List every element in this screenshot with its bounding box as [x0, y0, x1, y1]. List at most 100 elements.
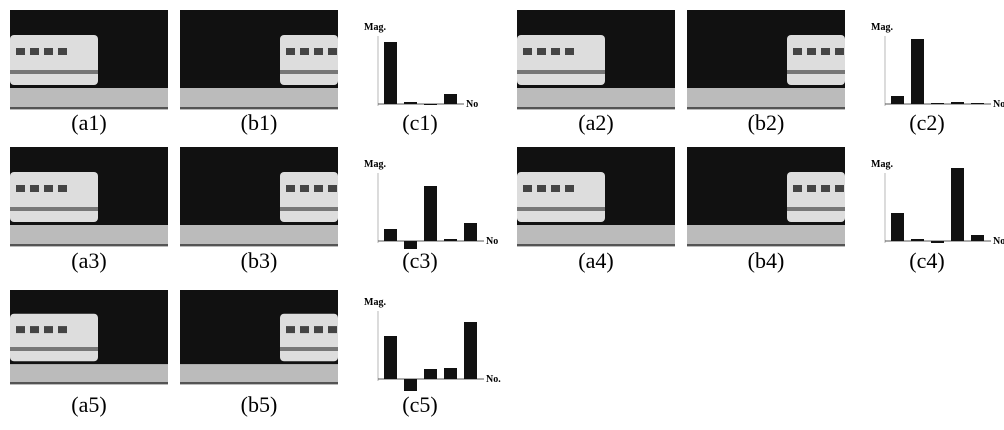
- train-window: [537, 185, 546, 192]
- train-body: [517, 172, 605, 222]
- train-window: [300, 48, 309, 55]
- bar: [404, 241, 417, 249]
- frame-image: [10, 147, 168, 247]
- train-window: [44, 185, 53, 192]
- caption: (c5): [402, 392, 437, 417]
- bar: [384, 42, 397, 104]
- ground: [687, 225, 845, 247]
- train-stripe: [280, 70, 338, 74]
- bar: [384, 336, 397, 379]
- frame-image: [517, 147, 675, 247]
- caption: (a3): [71, 248, 106, 273]
- frame-image: [10, 10, 168, 110]
- caption: (c4): [909, 248, 944, 273]
- bar: [464, 223, 477, 241]
- caption: (a1): [71, 110, 106, 135]
- train-stripe: [517, 207, 605, 211]
- caption: (b3): [241, 248, 278, 273]
- caption: (b1): [241, 110, 278, 135]
- train-body: [10, 35, 98, 85]
- bar: [891, 213, 904, 241]
- caption: (c2): [909, 110, 944, 135]
- train-window: [44, 326, 53, 333]
- train-window: [537, 48, 546, 55]
- train-window: [286, 48, 295, 55]
- train-window: [286, 185, 295, 192]
- caption: (a5): [71, 392, 106, 417]
- train-window: [16, 185, 25, 192]
- train-window: [551, 48, 560, 55]
- train-window: [300, 185, 309, 192]
- bar: [424, 369, 437, 379]
- caption: (b4): [748, 248, 785, 273]
- train-window: [286, 326, 295, 333]
- train-window: [328, 185, 337, 192]
- caption: (b2): [748, 110, 785, 135]
- train-window: [328, 48, 337, 55]
- frame-image: [687, 10, 845, 110]
- train-window: [835, 185, 844, 192]
- train-body: [787, 35, 845, 85]
- bar: [404, 379, 417, 391]
- train-window: [30, 185, 39, 192]
- figure: (a1) (b1) (c1) Mag. No (a2) (b2) (c2) Mag. No (a3)…: [0, 0, 1004, 430]
- bar: [911, 39, 924, 104]
- train-window: [565, 48, 574, 55]
- bar: [444, 239, 457, 241]
- caption: (c1): [402, 110, 437, 135]
- train-window: [314, 326, 323, 333]
- train-stripe: [10, 207, 98, 211]
- ground: [517, 225, 675, 247]
- train-stripe: [787, 207, 845, 211]
- y-axis-label: Mag.: [364, 159, 386, 170]
- x-axis-label: No.: [993, 236, 1004, 247]
- x-axis-label: No: [486, 236, 498, 247]
- bar: [464, 322, 477, 379]
- bar: [384, 229, 397, 241]
- train-stripe: [10, 70, 98, 74]
- train-window: [16, 48, 25, 55]
- train-window: [314, 48, 323, 55]
- train-window: [835, 48, 844, 55]
- bar: [951, 102, 964, 104]
- train-window: [328, 326, 337, 333]
- train-stripe: [280, 347, 338, 351]
- train-body: [280, 35, 338, 85]
- ground: [687, 88, 845, 110]
- frame-image: [687, 147, 845, 247]
- caption: (a2): [578, 110, 613, 135]
- train-window: [821, 185, 830, 192]
- bar: [891, 96, 904, 104]
- train-window: [58, 185, 67, 192]
- y-axis-label: Mag.: [871, 159, 893, 170]
- train-window: [300, 326, 309, 333]
- train-window: [523, 185, 532, 192]
- train-window: [807, 185, 816, 192]
- x-axis-label: No: [466, 99, 478, 110]
- train-window: [314, 185, 323, 192]
- train-window: [16, 326, 25, 333]
- train-window: [793, 185, 802, 192]
- bar: [404, 102, 417, 104]
- train-window: [565, 185, 574, 192]
- bar: [424, 186, 437, 241]
- train-stripe: [517, 70, 605, 74]
- train-stripe: [280, 207, 338, 211]
- bar: [931, 241, 944, 243]
- bar: [971, 103, 984, 104]
- train-stripe: [787, 70, 845, 74]
- x-axis-label: No.: [486, 374, 501, 385]
- ground: [180, 364, 338, 385]
- train-body: [517, 35, 605, 85]
- train-window: [30, 326, 39, 333]
- ground: [517, 88, 675, 110]
- train-window: [807, 48, 816, 55]
- train-window: [58, 48, 67, 55]
- y-axis-label: Mag.: [364, 22, 386, 33]
- train-window: [30, 48, 39, 55]
- train-body: [280, 314, 338, 362]
- ground: [10, 88, 168, 110]
- bar: [951, 168, 964, 241]
- bar: [424, 104, 437, 105]
- train-stripe: [10, 347, 98, 351]
